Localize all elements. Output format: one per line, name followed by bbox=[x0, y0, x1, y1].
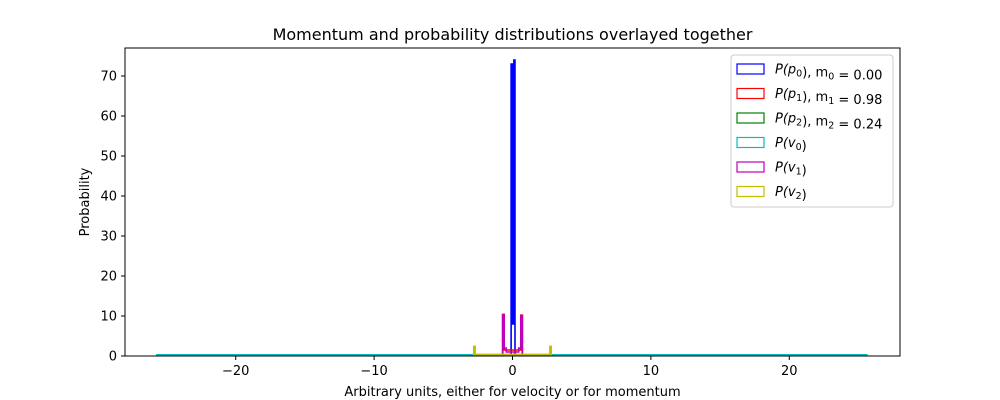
legend-label-3: P(v0) bbox=[775, 136, 807, 154]
y-tick-label: 50 bbox=[100, 150, 117, 165]
y-tick-label: 60 bbox=[100, 110, 117, 125]
y-tick-label: 20 bbox=[100, 270, 117, 285]
x-tick-label: 10 bbox=[643, 364, 660, 379]
x-tick-label: −10 bbox=[360, 364, 387, 379]
y-tick-label: 10 bbox=[100, 310, 117, 325]
legend-swatch-4 bbox=[736, 161, 765, 173]
legend-swatch-3 bbox=[736, 136, 765, 149]
x-axis-label: Arbitrary units, either for velocity or … bbox=[344, 385, 680, 400]
series-layer bbox=[156, 59, 868, 356]
x-tick-label: 20 bbox=[781, 364, 798, 379]
y-tick-label: 30 bbox=[100, 230, 117, 245]
x-tick-label: −20 bbox=[222, 364, 249, 379]
legend-label-4: P(v1) bbox=[775, 161, 807, 179]
x-tick-label: 0 bbox=[508, 364, 516, 379]
y-tick-label: 70 bbox=[100, 70, 117, 85]
series-4-step-line bbox=[502, 314, 523, 356]
y-tick-label: 40 bbox=[100, 190, 117, 205]
legend-label-2: P(p2), m2 = 0.24 bbox=[775, 112, 882, 133]
legend-label-1: P(p1), m1 = 0.98 bbox=[775, 87, 882, 108]
x-axis: −20 −10 0 10 20 bbox=[222, 356, 798, 379]
series-0-step-line bbox=[510, 59, 516, 356]
y-axis: 0 10 20 30 40 50 60 70 bbox=[100, 70, 125, 365]
legend-label-0: P(p0), m0 = 0.00 bbox=[775, 63, 882, 84]
legend-box bbox=[730, 54, 894, 208]
chart-title: Momentum and probability distributions o… bbox=[273, 25, 753, 44]
legend-swatch-1 bbox=[736, 87, 765, 100]
legend: P(p0), m0 = 0.00 P(p1), m1 = 0.98 P(p2), m… bbox=[730, 54, 894, 208]
legend-swatch-2 bbox=[736, 112, 765, 124]
legend-swatch-5 bbox=[736, 185, 765, 198]
legend-label-5: P(v2) bbox=[775, 185, 807, 203]
y-axis-label: Probability bbox=[78, 167, 93, 236]
legend-swatch-0 bbox=[736, 63, 765, 75]
y-tick-label: 0 bbox=[109, 350, 117, 365]
series-5-step-line bbox=[472, 345, 553, 356]
